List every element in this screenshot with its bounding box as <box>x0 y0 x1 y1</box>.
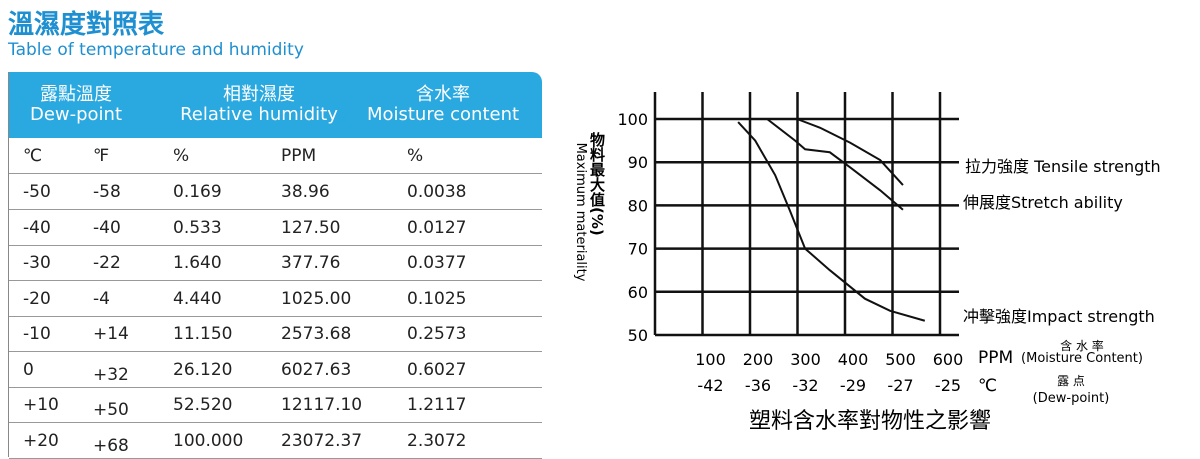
row-line <box>9 244 542 246</box>
y-tick-label: 70 <box>628 240 648 259</box>
row-line <box>9 173 542 174</box>
column-header-cn: 含水率 <box>416 84 470 105</box>
data-line <box>737 121 926 322</box>
table-cell: 23072.37 <box>281 430 363 451</box>
title: 溫濕度對照表 <box>8 10 165 40</box>
y-tick-label: 100 <box>617 110 648 129</box>
column-header-en: Dew-point <box>29 104 123 125</box>
table-cell: 1.640 <box>173 253 222 273</box>
table-cell: +20 <box>23 430 59 451</box>
table-cell: 4.440 <box>173 288 222 309</box>
row-line <box>9 209 542 210</box>
table-cell: -4 <box>93 288 110 309</box>
column-header-cn: 相對濕度 <box>223 84 295 105</box>
table-cell: +32 <box>93 364 129 385</box>
column-header-cn: 露點溫度 <box>40 84 112 105</box>
table-cell: 26.120 <box>173 359 233 380</box>
x2-tick-label: -32 <box>792 376 818 395</box>
x2-tick-label: -36 <box>745 376 771 395</box>
legend-label: 冲擊強度Impact strength <box>963 307 1155 326</box>
y-label-cn: 物料最大值(%) <box>588 131 606 236</box>
column-header-en: Relative humidity <box>180 104 338 125</box>
table: 露點溫度 Dew-point 相對濕度 Relative humidity 含水率 Moi… <box>8 72 542 459</box>
table-cell: +14 <box>93 324 129 344</box>
table-cell: 11.150 <box>173 324 233 344</box>
table-cell: 0.6027 <box>407 359 467 380</box>
data-line <box>766 118 904 211</box>
x2-tick-label: -29 <box>840 376 866 395</box>
x-tick-label: 400 <box>838 350 869 369</box>
x2-unit: ℃ <box>978 376 997 396</box>
row-line <box>9 386 542 388</box>
subtitle: Table of temperature and humidity <box>8 40 304 60</box>
x2-tick-label: -42 <box>697 376 723 395</box>
data-line <box>796 118 904 186</box>
x2-unit-cn: 露 点 <box>1057 374 1085 388</box>
y-tick-label: 90 <box>628 153 648 172</box>
legend-label: 拉力強度 Tensile strength <box>965 157 1161 176</box>
row-line <box>9 351 542 352</box>
table-cell: 1.2117 <box>407 395 467 415</box>
table-cell: 38.96 <box>281 182 330 202</box>
row-line <box>9 315 542 317</box>
table-cell: 377.76 <box>281 253 341 273</box>
unit-cell: ℃ <box>23 146 43 166</box>
table-cell: +10 <box>23 395 59 415</box>
table-cell: 6027.63 <box>281 359 352 380</box>
table-cell: -10 <box>23 324 51 344</box>
unit-cell: % <box>173 146 190 166</box>
legend-label: 伸展度Stretch ability <box>963 193 1123 212</box>
table-cell: 2573.68 <box>281 324 352 344</box>
table-cell: 52.520 <box>173 395 233 415</box>
y-label: Maximum materiality <box>573 143 588 282</box>
table-cell: 12117.10 <box>281 395 363 415</box>
chart-caption: 塑料含水率對物性之影響 <box>749 409 991 434</box>
table-header <box>9 72 542 138</box>
unit-cell: PPM <box>281 146 317 166</box>
table-cell: 100.000 <box>173 430 244 451</box>
table-cell: 0.0038 <box>407 182 467 202</box>
table-cell: -30 <box>23 253 51 273</box>
table-cell: -40 <box>93 217 121 238</box>
x2-unit-note: (Dew-point) <box>1033 391 1110 406</box>
y-tick-label: 80 <box>628 196 648 215</box>
x-tick-label: 600 <box>933 350 964 369</box>
table-cell: -20 <box>23 288 51 309</box>
unit-cell: ℉ <box>93 146 110 166</box>
table-cell: 0.533 <box>173 217 222 238</box>
x-unit-cn: 含 水 率 <box>1060 338 1104 353</box>
x-tick-label: 200 <box>743 350 774 369</box>
x-tick-label: 100 <box>695 350 726 369</box>
table-cell: +68 <box>93 435 129 456</box>
table-cell: 2.3072 <box>407 430 467 451</box>
x-tick-label: 300 <box>790 350 821 369</box>
table-cell: 0.1025 <box>407 288 467 309</box>
table-cell: -22 <box>93 253 121 273</box>
table-cell: 0 <box>23 359 34 380</box>
column-header-en: Moisture content <box>366 104 520 125</box>
unit-cell: % <box>407 146 424 166</box>
row-line <box>9 422 542 423</box>
x-unit-note: (Moisture Content) <box>1021 351 1143 366</box>
table-cell: +50 <box>93 400 129 420</box>
table-cell: 0.169 <box>173 182 222 202</box>
table-cell: 1025.00 <box>281 288 352 309</box>
y-tick-label: 50 <box>628 326 648 345</box>
table-cell: -50 <box>23 182 51 202</box>
table-cell: 0.2573 <box>407 324 467 344</box>
x-unit: PPM <box>978 348 1013 368</box>
x-tick-label: 500 <box>885 350 916 369</box>
row-line <box>9 280 542 281</box>
table-cell: -40 <box>23 217 51 238</box>
row-line <box>9 457 542 459</box>
table-cell: 127.50 <box>281 217 341 238</box>
table-cell: 0.0377 <box>407 253 467 273</box>
table-cell: 0.0127 <box>407 217 467 238</box>
table-cell: -58 <box>93 182 121 202</box>
y-tick-label: 60 <box>628 283 648 302</box>
x2-tick-label: -27 <box>887 376 913 395</box>
x2-tick-label: -25 <box>935 376 961 395</box>
